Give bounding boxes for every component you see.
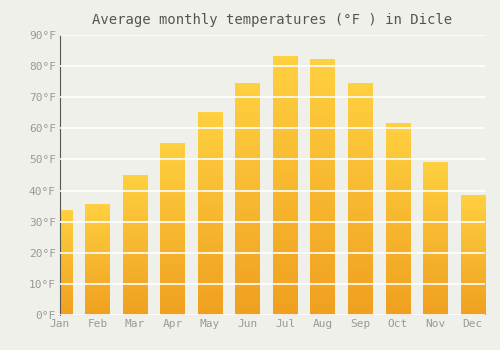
Title: Average monthly temperatures (°F ) in Dicle: Average monthly temperatures (°F ) in Di… xyxy=(92,13,452,27)
